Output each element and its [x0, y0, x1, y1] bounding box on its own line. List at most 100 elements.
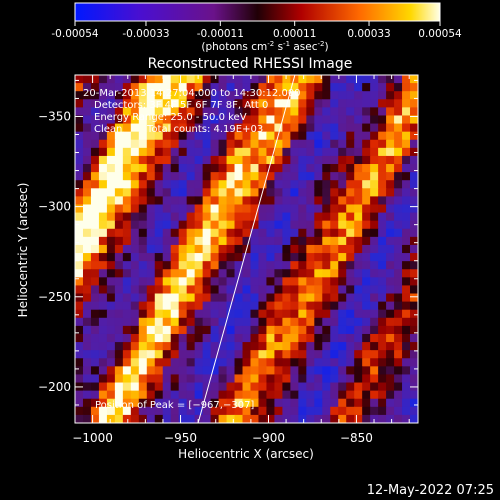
heatmap-cell: [386, 390, 395, 400]
heatmap-cell: [178, 285, 188, 295]
heatmap-cell: [154, 325, 164, 335]
heatmap-cell: [234, 293, 244, 303]
heatmap-cell: [266, 317, 276, 327]
colorbar-tick-label: -0.00054: [51, 28, 99, 40]
heatmap-cell: [138, 107, 148, 117]
heatmap-cell: [154, 75, 164, 84]
heatmap-cell: [410, 180, 418, 189]
heatmap-cell: [242, 180, 252, 189]
heatmap-cell: [362, 91, 371, 100]
heatmap-cell: [354, 269, 363, 278]
heatmap-cell: [122, 75, 132, 84]
heatmap-cell: [306, 374, 315, 384]
heatmap-cell: [338, 285, 347, 295]
heatmap-cell: [122, 342, 132, 351]
heatmap-cell: [298, 220, 307, 230]
heatmap-cell: [298, 212, 307, 222]
heatmap-cell: [258, 374, 268, 384]
heatmap-cell: [218, 99, 228, 108]
heatmap-cell: [114, 309, 124, 319]
heatmap-cell: [274, 382, 283, 392]
heatmap-cell: [178, 220, 188, 230]
heatmap-cell: [186, 277, 196, 287]
heatmap-cell: [242, 91, 252, 100]
heatmap-cell: [178, 333, 188, 343]
heatmap-cell: [186, 333, 196, 343]
heatmap-cell: [114, 269, 124, 278]
heatmap-cell: [394, 390, 403, 400]
heatmap-cell: [322, 131, 331, 141]
heatmap-cell: [338, 317, 347, 327]
heatmap-cell: [338, 164, 347, 173]
heatmap-cell: [162, 253, 172, 262]
heatmap-cell: [130, 269, 140, 278]
heatmap-cell: [306, 293, 315, 303]
heatmap-cell: [394, 253, 403, 262]
heatmap-cell: [362, 390, 371, 400]
heatmap-cell: [114, 131, 124, 141]
heatmap-cell: [194, 309, 204, 319]
heatmap-cell: [170, 261, 180, 270]
heatmap-cell: [138, 244, 148, 254]
heatmap-cell: [306, 131, 315, 141]
heatmap-cell: [178, 236, 188, 246]
heatmap-cell: [266, 228, 276, 238]
heatmap-cell: [234, 366, 244, 376]
heatmap-cell: [75, 333, 84, 343]
heatmap-cell: [322, 91, 331, 100]
heatmap-cell: [394, 382, 403, 392]
heatmap-cell: [266, 155, 276, 165]
heatmap-cell: [266, 382, 276, 392]
heatmap-cell: [218, 269, 228, 278]
heatmap-cell: [98, 253, 108, 262]
heatmap-cell: [298, 196, 307, 206]
heatmap-cell: [106, 204, 116, 214]
heatmap-cell: [250, 301, 260, 311]
heatmap-cell: [378, 398, 387, 408]
heatmap-cell: [354, 350, 363, 359]
heatmap-cell: [114, 414, 124, 423]
heatmap-cell: [314, 325, 323, 335]
heatmap-cell: [234, 350, 244, 359]
heatmap-cell: [298, 350, 307, 359]
heatmap-cell: [314, 309, 323, 319]
heatmap-cell: [378, 228, 387, 238]
heatmap-cell: [114, 164, 124, 173]
heatmap-cell: [274, 285, 283, 295]
heatmap-cell: [274, 342, 283, 351]
heatmap-cell: [378, 139, 387, 149]
heatmap-cell: [386, 309, 395, 319]
heatmap-cell: [186, 212, 196, 222]
heatmap-cell: [386, 333, 395, 343]
counts-text: Total counts: 4.19E+03: [146, 124, 263, 135]
heatmap-cell: [194, 269, 204, 278]
heatmap-cell: [282, 406, 291, 416]
heatmap-cell: [290, 212, 299, 222]
heatmap-cell: [290, 83, 299, 92]
heatmap-cell: [226, 333, 236, 343]
heatmap-cell: [242, 99, 252, 108]
heatmap-cell: [226, 131, 236, 141]
heatmap-cell: [378, 164, 387, 173]
heatmap-cell: [210, 293, 220, 303]
heatmap-cell: [378, 131, 387, 141]
heatmap-cell: [162, 350, 172, 359]
heatmap-cell: [130, 382, 140, 392]
heatmap-cell: [354, 180, 363, 189]
heatmap-cell: [122, 244, 132, 254]
heatmap-cell: [346, 333, 355, 343]
heatmap-cell: [170, 309, 180, 319]
heatmap-cell: [170, 358, 180, 367]
heatmap-cell: [362, 382, 371, 392]
heatmap-cell: [122, 172, 132, 181]
heatmap-cell: [186, 309, 196, 319]
heatmap-cell: [322, 244, 331, 254]
heatmap-cell: [114, 212, 124, 222]
heatmap-cell: [210, 406, 220, 416]
heatmap-cell: [370, 91, 379, 100]
heatmap-cell: [290, 244, 299, 254]
heatmap-cell: [386, 261, 395, 270]
heatmap-cell: [106, 139, 116, 149]
heatmap-cell: [122, 301, 132, 311]
heatmap-cell: [346, 212, 355, 222]
